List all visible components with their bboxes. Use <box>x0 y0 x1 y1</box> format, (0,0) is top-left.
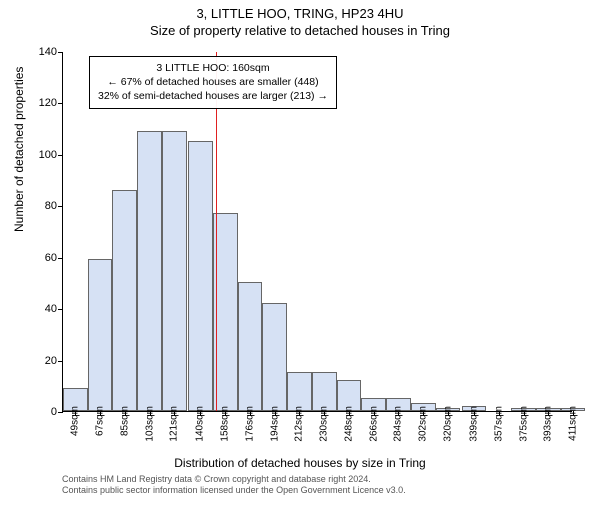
x-tick-label: 176sqm <box>244 406 255 442</box>
x-tick-label: 375sqm <box>518 406 529 442</box>
x-tick-label: 357sqm <box>493 406 504 442</box>
y-tick-mark <box>58 52 63 53</box>
x-tick-label: 212sqm <box>294 406 305 442</box>
annotation-box: 3 LITTLE HOO: 160sqm← 67% of detached ho… <box>89 56 337 109</box>
y-tick-label: 40 <box>27 303 57 315</box>
y-tick-mark <box>58 258 63 259</box>
x-tick-label: 194sqm <box>269 406 280 442</box>
y-axis-label: Number of detached properties <box>12 67 26 232</box>
x-tick-label: 230sqm <box>319 406 330 442</box>
footer-line-1: Contains HM Land Registry data © Crown c… <box>62 474 406 485</box>
histogram-bar <box>262 303 287 411</box>
y-tick-label: 80 <box>27 200 57 212</box>
footer-line-2: Contains public sector information licen… <box>62 485 406 496</box>
x-tick-label: 393sqm <box>543 406 554 442</box>
footer-text: Contains HM Land Registry data © Crown c… <box>62 474 406 497</box>
x-tick-label: 320sqm <box>442 406 453 442</box>
histogram-chart: 02040608010012014049sqm67sqm85sqm103sqm1… <box>62 52 572 412</box>
x-tick-label: 302sqm <box>418 406 429 442</box>
annotation-line-3: 32% of semi-detached houses are larger (… <box>98 89 328 103</box>
title-line-1: 3, LITTLE HOO, TRING, HP23 4HU <box>0 6 600 21</box>
x-tick-label: 248sqm <box>343 406 354 442</box>
x-tick-label: 67sqm <box>95 406 106 436</box>
histogram-bar <box>162 131 187 411</box>
y-tick-mark <box>58 309 63 310</box>
y-tick-mark <box>58 361 63 362</box>
y-tick-label: 20 <box>27 355 57 367</box>
x-tick-label: 103sqm <box>144 406 155 442</box>
annotation-line-2: ← 67% of detached houses are smaller (44… <box>98 75 328 89</box>
histogram-bar <box>112 190 137 411</box>
x-tick-label: 158sqm <box>220 406 231 442</box>
histogram-bar <box>238 282 263 411</box>
y-tick-mark <box>58 412 63 413</box>
x-axis-label: Distribution of detached houses by size … <box>0 456 600 470</box>
y-tick-label: 0 <box>27 406 57 418</box>
x-tick-label: 49sqm <box>70 406 81 436</box>
y-tick-mark <box>58 103 63 104</box>
x-tick-label: 411sqm <box>568 406 579 441</box>
y-tick-label: 140 <box>27 46 57 58</box>
x-tick-label: 85sqm <box>119 406 130 436</box>
y-tick-mark <box>58 155 63 156</box>
histogram-bar <box>88 259 113 411</box>
y-tick-label: 60 <box>27 252 57 264</box>
y-tick-label: 100 <box>27 149 57 161</box>
x-tick-label: 121sqm <box>169 406 180 442</box>
y-tick-mark <box>58 206 63 207</box>
y-tick-label: 120 <box>27 97 57 109</box>
title-line-2: Size of property relative to detached ho… <box>0 23 600 38</box>
x-tick-label: 284sqm <box>393 406 404 442</box>
histogram-bar <box>137 131 162 411</box>
annotation-line-1: 3 LITTLE HOO: 160sqm <box>98 61 328 75</box>
x-tick-label: 140sqm <box>195 406 206 442</box>
x-tick-label: 266sqm <box>368 406 379 442</box>
chart-wrapper: 3, LITTLE HOO, TRING, HP23 4HU Size of p… <box>0 6 600 506</box>
x-tick-label: 339sqm <box>469 406 480 442</box>
histogram-bar <box>188 141 213 411</box>
